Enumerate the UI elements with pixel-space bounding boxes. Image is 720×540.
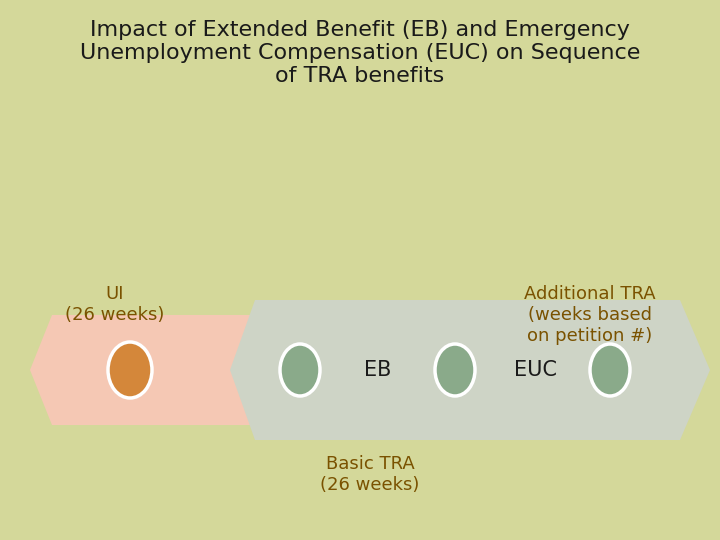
Text: Basic TRA
(26 weeks): Basic TRA (26 weeks) — [320, 455, 420, 494]
Text: EUC: EUC — [513, 360, 557, 380]
Text: EB: EB — [364, 360, 392, 380]
Ellipse shape — [108, 342, 152, 398]
Ellipse shape — [435, 344, 475, 396]
Polygon shape — [230, 300, 710, 440]
Polygon shape — [30, 315, 290, 425]
Ellipse shape — [280, 344, 320, 396]
Text: Impact of Extended Benefit (EB) and Emergency
Unemployment Compensation (EUC) on: Impact of Extended Benefit (EB) and Emer… — [80, 20, 640, 86]
Text: Additional TRA
(weeks based
on petition #): Additional TRA (weeks based on petition … — [524, 285, 656, 345]
Ellipse shape — [590, 344, 630, 396]
Text: UI
(26 weeks): UI (26 weeks) — [66, 285, 165, 324]
